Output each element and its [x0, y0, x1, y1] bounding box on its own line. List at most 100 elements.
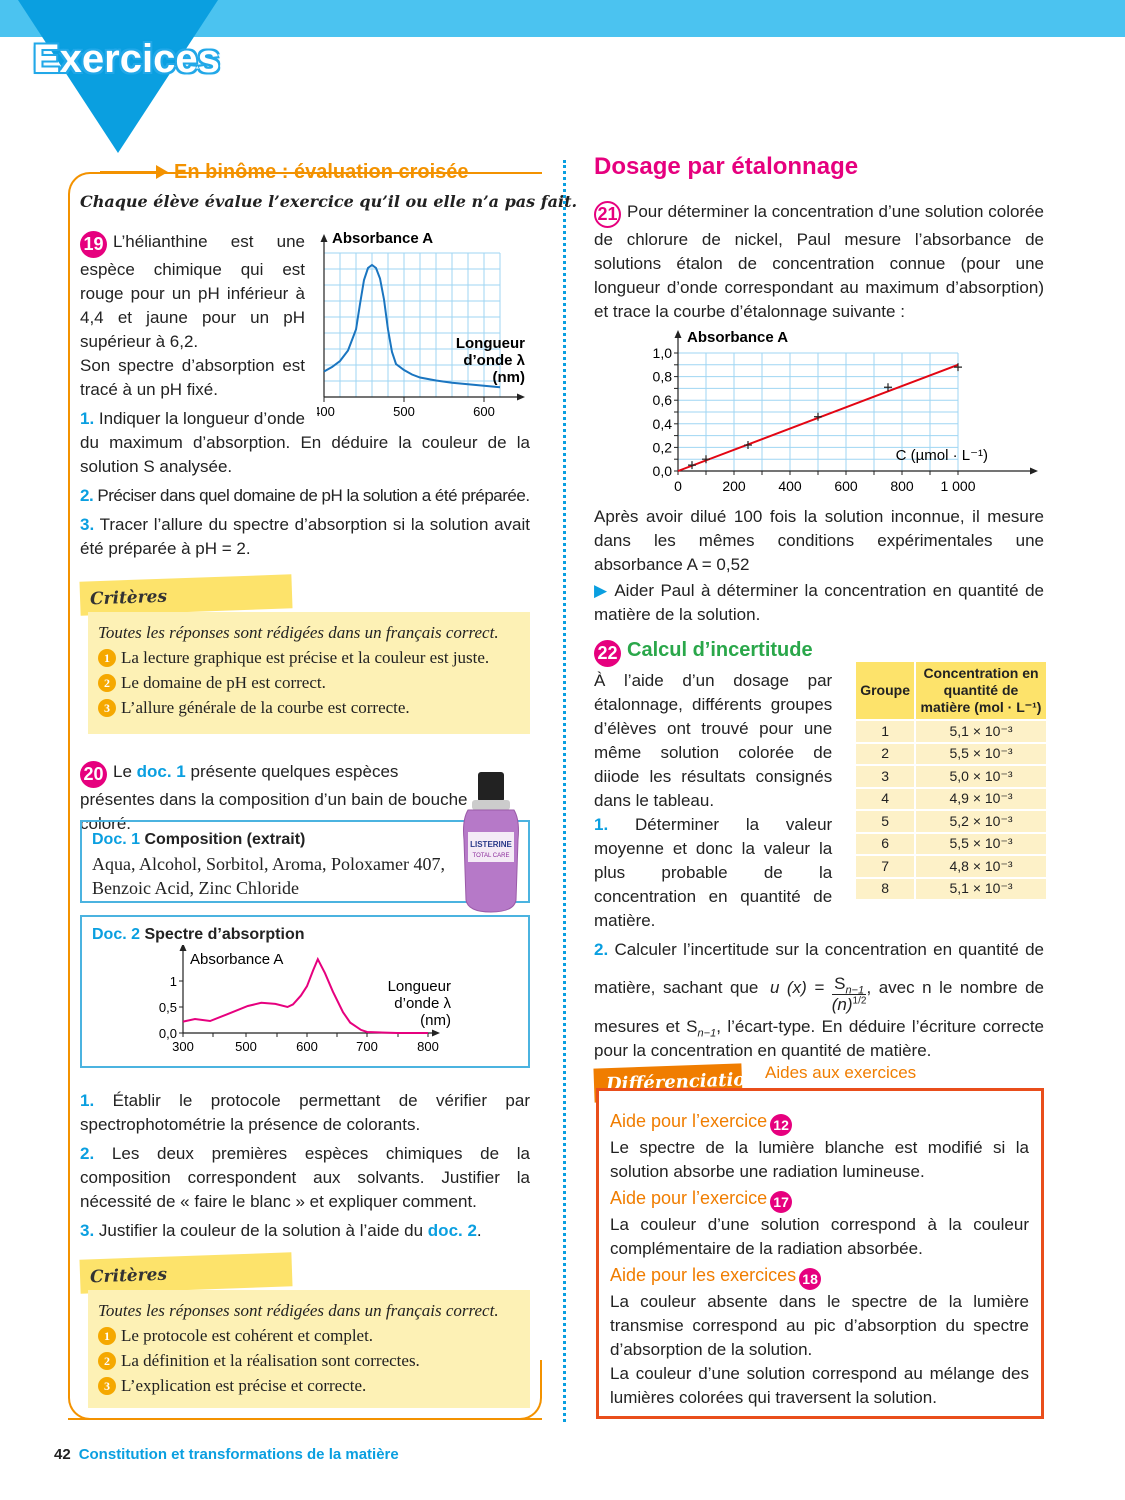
svg-text:TOTAL CARE: TOTAL CARE: [473, 853, 510, 859]
header-triangle: [18, 0, 218, 153]
x-tick-label: 700: [356, 1039, 378, 1054]
y-axis-label: Absorbance A: [332, 230, 433, 247]
concentration-cell: 5,0 × 10⁻³: [916, 766, 1046, 787]
x-axis-label: C (µmol · L⁻¹): [896, 447, 988, 464]
x-axis-label: (nm): [420, 1012, 451, 1029]
x-axis-label: d’onde λ: [463, 352, 525, 369]
exercise-ref-badge[interactable]: 17: [770, 1191, 793, 1213]
doc-2-box: Doc. 2 Spectre d’absorption: [80, 915, 530, 1068]
question-3: 3. Justifier la couleur de la solution à…: [80, 1221, 482, 1240]
x-axis-label: Longueur: [456, 335, 525, 352]
calibration-chart: 0 200 400 600 800 1 000 0,0 0,2 0,4 0,6 0,8 1,0 Abso…: [653, 329, 1038, 494]
group-cell: 8: [856, 878, 914, 899]
exercise-title: Calcul d’incertitude: [627, 639, 813, 661]
y-axis-label: Absorbance A: [687, 329, 788, 346]
data-point: [744, 441, 752, 450]
exercise-number-badge: 20: [80, 761, 107, 788]
doc-1-box: Doc. 1 Composition (extrait) Aqua, Alcoh…: [80, 820, 530, 903]
x-tick-label: 800: [417, 1039, 439, 1054]
svg-text:LISTERINE: LISTERINE: [470, 840, 512, 849]
doc-link[interactable]: doc. 1: [136, 762, 186, 781]
group-cell: 2: [856, 743, 914, 764]
x-tick-label: 500: [393, 404, 415, 419]
x-tick-label: 600: [296, 1039, 318, 1054]
x-tick-label: 400: [778, 478, 802, 494]
criteria-box: Toutes les réponses sont rédigées dans u…: [88, 1290, 530, 1408]
x-tick-label: 1 000: [940, 478, 975, 494]
concentration-cell: 4,9 × 10⁻³: [916, 788, 1046, 809]
binome-title: En binôme : évaluation croisée: [174, 161, 469, 183]
exercise-20-intro: 20 Le doc. 1 présente quelques espèces pr…: [80, 761, 468, 833]
table-row: 1 5,1 × 10⁻³: [856, 721, 1046, 742]
page-title: Exercices: [33, 37, 220, 81]
y-axis-arrow-icon: [674, 330, 682, 338]
page-number: 42: [54, 1446, 71, 1463]
binome-frame-corner: [68, 1360, 542, 1420]
results-table: Groupe Concentration en quantité de matiè…: [854, 660, 1048, 901]
y-axis-arrow-icon: [179, 945, 187, 951]
group-cell: 5: [856, 811, 914, 832]
x-tick-label: 0: [674, 478, 682, 494]
aide-title: Aide pour les exercices 18: [610, 1263, 1029, 1290]
x-axis-arrow-icon: [517, 393, 525, 401]
group-cell: 7: [856, 856, 914, 877]
exercise-19-intro: 19 L’hélianthine est une espèce chimique …: [80, 230, 530, 354]
x-axis-label: d’onde λ: [394, 995, 451, 1012]
exercise-ref-badge[interactable]: 12: [770, 1114, 793, 1136]
group-cell: 3: [856, 766, 914, 787]
x-tick-label: 600: [473, 404, 495, 419]
x-tick-label: 300: [172, 1039, 194, 1054]
criteria-item: 3 L’allure générale de la courbe est corr…: [98, 695, 520, 720]
concentration-cell: 5,2 × 10⁻³: [916, 811, 1046, 832]
aide-text: La couleur d’une solution correspond au …: [610, 1364, 1029, 1407]
y-tick-label: 1: [170, 974, 177, 989]
exercise-number-badge: 21: [594, 201, 621, 228]
exercise-number-badge: 19: [80, 231, 107, 258]
mouthwash-bottle-image: LISTERINE TOTAL CARE: [463, 772, 519, 913]
differenciation-box: Aide pour l’exercice 12 Le spectre de la l…: [596, 1088, 1044, 1419]
concentration-cell: 5,5 × 10⁻³: [916, 743, 1046, 764]
exercise-22-intro: À l’aide d’un dosage par étalonnage, dif…: [594, 671, 833, 810]
table-header-row: Groupe Concentration en quantité de matiè…: [856, 662, 1046, 719]
data-point: [954, 363, 962, 372]
arrow-line: [100, 171, 160, 173]
criteria-box: Toutes les réponses sont rédigées dans u…: [88, 612, 530, 734]
formula-fraction: Sn−1 (n)1/2: [831, 974, 867, 1014]
table-row: 6 5,5 × 10⁻³: [856, 833, 1046, 854]
criteria-intro: Toutes les réponses sont rédigées dans u…: [98, 1301, 499, 1320]
doc-2-spectrum-chart: 300 500 600 700 800 0,0 0,5 1 Absorbance A Longue…: [159, 945, 451, 1054]
chapter-title: Constitution et transformations de la ma…: [78, 1446, 399, 1463]
aide-text: La couleur d’une solution correspond à l…: [610, 1215, 1029, 1258]
doc-link[interactable]: doc. 2: [427, 1221, 477, 1240]
concentration-cell: 4,8 × 10⁻³: [916, 856, 1046, 877]
x-tick-label: 600: [834, 478, 858, 494]
y-tick-label: 1,0: [653, 345, 673, 361]
exercise-ref-badge[interactable]: 18: [799, 1268, 822, 1290]
arrow-icon: [156, 165, 168, 179]
footer: 42 Constitution et transformations de la …: [54, 1443, 399, 1467]
data-point: [702, 455, 710, 464]
y-tick-label: 0,2: [653, 439, 673, 455]
group-cell: 4: [856, 788, 914, 809]
criteria-item: 2 La définition et la réalisation sont co…: [98, 1348, 520, 1373]
doc-1-content: Aqua, Alcohol, Sorbitol, Aroma, Poloxame…: [92, 854, 445, 898]
column-separator: [563, 160, 566, 1422]
absorbance-curve: [323, 263, 501, 389]
y-tick-label: 0,8: [653, 369, 673, 385]
concentration-cell: 5,5 × 10⁻³: [916, 833, 1046, 854]
criteria-item: 2 Le domaine de pH est correct.: [98, 670, 520, 695]
criteria-item: 1 Le protocole est cohérent et complet.: [98, 1323, 520, 1348]
x-tick-label: 400: [317, 404, 335, 419]
group-cell: 1: [856, 721, 914, 742]
y-tick-label: 0,4: [653, 416, 673, 432]
differenciation-subtitle: Aides aux exercices: [765, 1063, 917, 1082]
binome-subtitle: Chaque élève évalue l’exercice qu’il ou …: [80, 192, 578, 211]
group-cell: 6: [856, 833, 914, 854]
table-row: 7 4,8 × 10⁻³: [856, 856, 1046, 877]
exercise-20-questions: 1. Établir le protocole permettant de vé…: [80, 1084, 530, 1243]
x-tick-label: 500: [235, 1039, 257, 1054]
data-point: [814, 412, 822, 421]
x-axis-label: (nm): [493, 369, 526, 386]
x-tick-label: 800: [890, 478, 914, 494]
